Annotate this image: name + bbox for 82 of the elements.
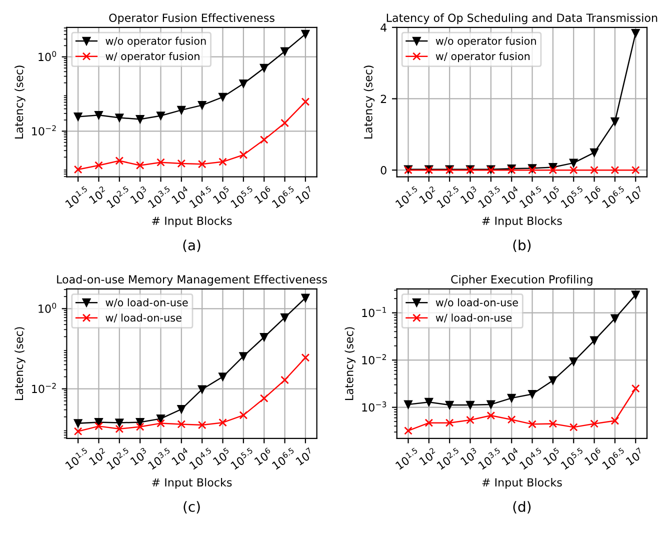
x-tick-label: 10$^{3}$ xyxy=(459,447,480,466)
y-axis-title: Latency (sec) xyxy=(14,66,26,138)
x-axis-title: # Input Blocks xyxy=(152,216,232,228)
x-tick-label: 10$^{1.5}$ xyxy=(64,447,90,470)
x-tick-label: 10$^{4.5}$ xyxy=(518,447,544,470)
y-axis-title: Latency (sec) xyxy=(344,327,356,400)
text: (d) xyxy=(513,501,531,514)
x-tick-label: 10$^{3.5}$ xyxy=(146,186,173,208)
x-tick-label: 10$^{6}$ xyxy=(583,447,604,466)
x-tick-label: 10$^{4}$ xyxy=(500,447,521,466)
x-tick-label: 10$^{2.5}$ xyxy=(105,186,132,208)
x-tick-label: 10$^{6.5}$ xyxy=(600,186,627,208)
x-tick-label: 10$^{4}$ xyxy=(500,186,521,204)
y-tick-label: 10$^{−3}$ xyxy=(362,401,386,412)
x-tick-label: 10$^{2.5}$ xyxy=(105,447,132,470)
legend-label: w/ load-on-use xyxy=(436,314,512,322)
x-axis-title: # Input Blocks xyxy=(482,478,562,489)
legend-label: w/ operator fusion xyxy=(436,52,530,62)
x-tick-label: 10$^{3}$ xyxy=(129,447,150,466)
x-tick-label: 10$^{4.5}$ xyxy=(188,447,214,470)
x-tick-label: 10$^{1.5}$ xyxy=(394,186,420,208)
x-tick-label: 10$^{6.5}$ xyxy=(270,447,297,470)
y-tick-label: 10$^{−1}$ xyxy=(362,307,386,318)
text: (a) xyxy=(183,240,200,252)
x-tick-label: 10$^{2}$ xyxy=(88,186,108,204)
chart-title: Load-on-use Memory Management Effectiveness xyxy=(57,274,327,286)
x-tick-label: 10$^{5.5}$ xyxy=(229,447,256,470)
y-tick-label: 10$^{−2}$ xyxy=(32,382,56,394)
y-axis-title: Latency (sec) xyxy=(14,327,26,400)
x-tick-label: 10$^{2.5}$ xyxy=(435,186,462,208)
x-tick-label: 10$^{1.5}$ xyxy=(394,447,420,470)
legend-label: w/ operator fusion xyxy=(106,52,200,62)
legend-label: w/o load-on-use xyxy=(106,298,188,308)
x-tick-label: 10$^{6.5}$ xyxy=(600,447,627,470)
x-tick-label: 10$^{2}$ xyxy=(418,447,438,466)
x-tick-label: 10$^{5.5}$ xyxy=(229,186,256,208)
x-tick-label: 10$^{1.5}$ xyxy=(64,186,90,208)
x-tick-label: 10$^{5}$ xyxy=(212,447,232,466)
x-tick-label: 10$^{5}$ xyxy=(542,447,562,466)
y-axis-title: Latency (sec) xyxy=(364,66,375,138)
legend-label: w/o operator fusion xyxy=(106,36,206,47)
chart-title: Cipher Execution Profiling xyxy=(451,274,592,286)
x-tick-label: 10$^{6}$ xyxy=(253,447,274,466)
legend-label: w/o load-on-use xyxy=(436,298,518,308)
x-tick-label: 10$^{6}$ xyxy=(583,186,604,204)
x-tick-label: 10$^{6}$ xyxy=(253,186,274,204)
x-axis-title: # Input Blocks xyxy=(152,478,232,489)
x-tick-label: 10$^{4.5}$ xyxy=(518,186,544,208)
y-tick-label: 10$^{−2}$ xyxy=(32,125,56,136)
x-tick-label: 10$^{7}$ xyxy=(624,447,645,466)
x-tick-label: 10$^{4}$ xyxy=(170,447,191,466)
y-tick-label: 4 xyxy=(380,24,387,32)
x-tick-label: 10$^{3.5}$ xyxy=(476,186,503,208)
x-tick-label: 10$^{3.5}$ xyxy=(476,447,503,470)
x-tick-label: 10$^{5.5}$ xyxy=(560,447,586,470)
x-tick-label: 10$^{5.5}$ xyxy=(560,186,586,208)
x-tick-label: 10$^{2}$ xyxy=(88,447,108,466)
x-tick-label: 10$^{3}$ xyxy=(129,186,150,204)
x-tick-label: 10$^{5}$ xyxy=(212,186,232,204)
x-tick-label: 10$^{2}$ xyxy=(418,186,438,204)
x-tick-label: 10$^{4.5}$ xyxy=(188,186,214,208)
y-tick-label: 0 xyxy=(380,166,386,174)
x-tick-label: 10$^{7}$ xyxy=(624,186,645,204)
y-tick-label: 10$^{0}$ xyxy=(38,50,56,62)
x-tick-label: 10$^{5}$ xyxy=(542,186,562,204)
chart-title: Operator Fusion Effectiveness xyxy=(109,13,274,24)
chart-title: Latency of Op Scheduling and Data Transmission xyxy=(386,13,658,24)
x-tick-label: 10$^{4}$ xyxy=(170,186,191,204)
text: (b) xyxy=(513,240,531,252)
legend-label: w/ load-on-use xyxy=(106,314,182,322)
x-tick-label: 10$^{3.5}$ xyxy=(146,447,173,470)
y-tick-label: 10$^{−2}$ xyxy=(362,354,386,364)
legend-label: w/o operator fusion xyxy=(436,36,536,47)
x-tick-label: 10$^{6.5}$ xyxy=(270,186,297,208)
text: (c) xyxy=(184,501,200,514)
y-tick-label: 10$^{0}$ xyxy=(38,302,56,313)
x-tick-label: 10$^{7}$ xyxy=(294,447,314,466)
x-axis-title: # Input Blocks xyxy=(482,216,562,228)
x-tick-label: 10$^{3}$ xyxy=(459,186,480,204)
x-tick-label: 10$^{7}$ xyxy=(294,186,314,204)
x-tick-label: 10$^{2.5}$ xyxy=(435,447,462,470)
y-tick-label: 2 xyxy=(380,94,386,103)
